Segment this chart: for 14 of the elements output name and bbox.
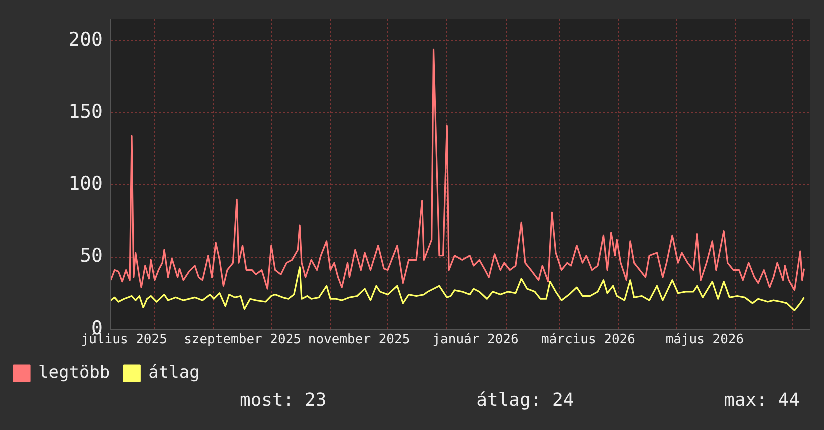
y-tick-label: 200 <box>68 28 103 51</box>
x-tick-label: szeptember 2025 <box>184 332 302 348</box>
x-tick-label: március 2026 <box>542 332 636 348</box>
x-tick-label: január 2026 <box>432 332 519 348</box>
text: átlag: 24 <box>476 390 574 411</box>
y-tick-label: 100 <box>68 173 103 196</box>
y-tick-label: 150 <box>68 101 103 124</box>
text: max: 44 <box>724 390 800 411</box>
legend-label: átlag <box>148 362 200 383</box>
y-tick-label: 50 <box>80 245 103 268</box>
x-tick-label: május 2026 <box>666 332 744 348</box>
text: most: 23 <box>240 390 327 411</box>
x-tick-label: november 2025 <box>308 332 410 348</box>
legend-label: legtöbb <box>38 362 110 383</box>
